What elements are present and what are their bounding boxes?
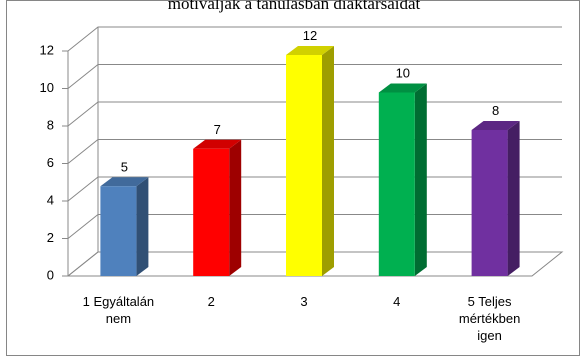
category-label: 1 Egyáltalán nem — [83, 294, 155, 326]
category-label-line: 5 Teljes — [468, 294, 512, 309]
bar-top — [193, 139, 242, 149]
bar — [286, 46, 334, 276]
y-axis-tick-labels: 0 2 4 6 8 10 12 — [40, 42, 54, 282]
bar-top — [378, 83, 427, 93]
bar-front — [378, 92, 415, 276]
bar-front — [471, 130, 508, 276]
category-label: 4 — [393, 294, 400, 309]
bar-front — [100, 186, 137, 276]
bar-side — [507, 121, 520, 276]
bar-front — [286, 55, 322, 276]
bar-side — [136, 177, 149, 276]
category-label-line: 1 Egyáltalán — [83, 294, 155, 309]
data-label: 12 — [303, 28, 317, 43]
category-label-line: 2 — [208, 294, 215, 309]
x-axis-category-labels: 1 Egyáltalán nem 2 3 4 5 Teljes mértékben igen — [83, 294, 521, 343]
y-tick-label: 12 — [40, 42, 54, 57]
data-labels: 5 7 12 10 8 — [121, 28, 499, 174]
bar-side — [322, 46, 334, 276]
bar-top — [100, 177, 149, 187]
bar-side — [414, 83, 427, 276]
y-tick-label: 2 — [47, 230, 54, 245]
category-label-line: nem — [106, 311, 131, 326]
y-tick-label: 10 — [40, 80, 54, 95]
category-label-line: mértékben — [459, 311, 520, 326]
y-tick-label: 4 — [47, 192, 54, 207]
y-tick-label: 0 — [47, 267, 54, 282]
bar-front — [193, 148, 230, 276]
bar — [378, 83, 427, 276]
bar-top — [471, 121, 520, 130]
bar-top — [286, 46, 334, 55]
y-tick-label: 8 — [47, 117, 54, 132]
data-label: 8 — [492, 103, 499, 118]
chart-title: motiválják a tanulásban diáktársaidat — [168, 0, 421, 13]
data-label: 10 — [396, 66, 410, 81]
chart-floor — [66, 251, 564, 277]
category-label: 3 — [300, 294, 307, 309]
category-label-line: 3 — [300, 294, 307, 309]
chart-border — [6, 0, 580, 356]
bar — [193, 139, 242, 276]
category-label-line: 4 — [393, 294, 400, 309]
bars — [100, 46, 520, 276]
y-tick-label: 6 — [47, 155, 54, 170]
bar — [100, 177, 149, 276]
data-label: 7 — [214, 122, 221, 137]
data-label: 5 — [121, 159, 128, 174]
bar — [471, 121, 520, 276]
category-label-line: igen — [477, 328, 502, 343]
bar-side — [229, 139, 242, 276]
category-label: 5 Teljes mértékben igen — [459, 294, 520, 343]
axes — [62, 27, 564, 277]
category-label: 2 — [208, 294, 215, 309]
